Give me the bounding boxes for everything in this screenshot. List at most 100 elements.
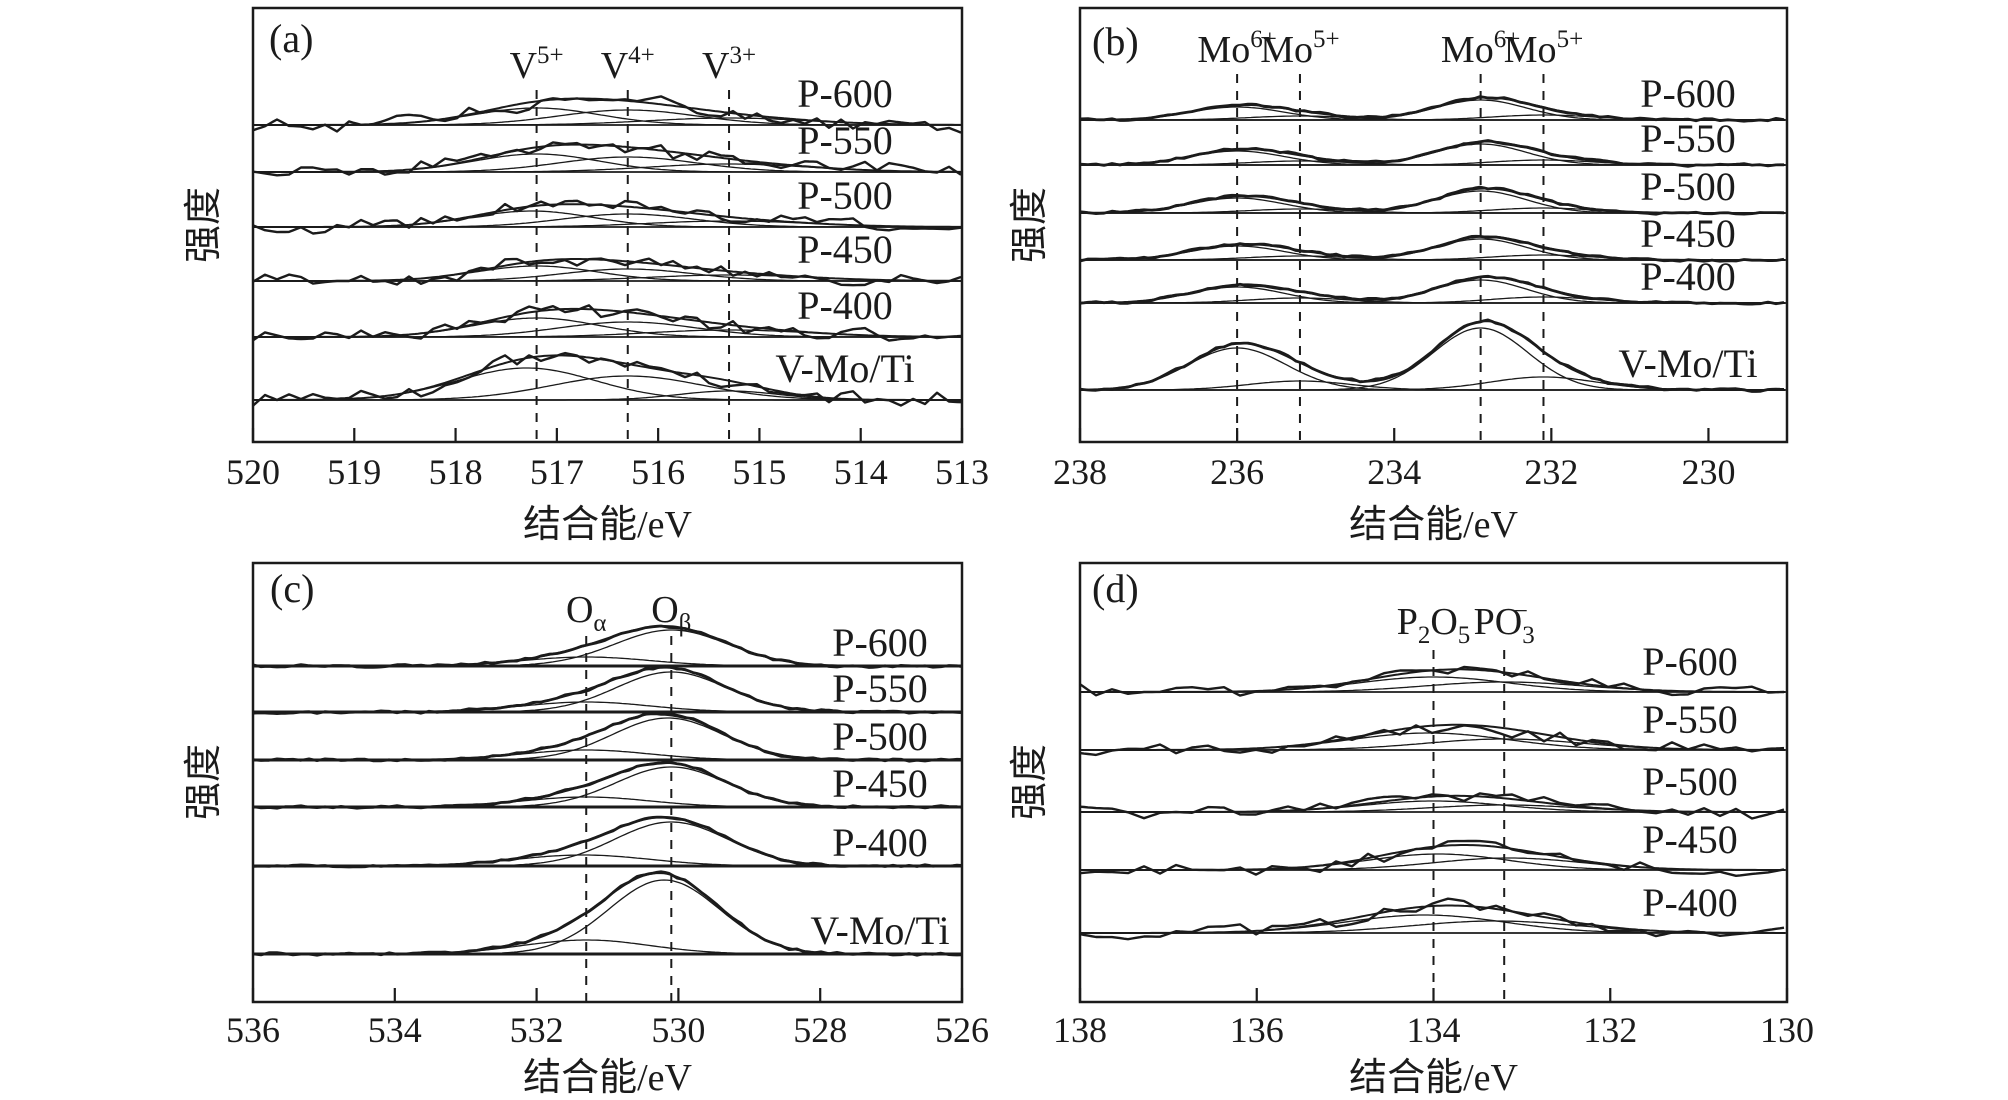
series-label-P-450: P-450 (797, 227, 893, 272)
x-tick-label: 518 (429, 452, 483, 492)
series-raw-curve (252, 761, 962, 810)
series-label-P-550: P-550 (1640, 116, 1736, 161)
x-tick-label: 234 (1367, 452, 1421, 492)
series-raw-curve (1079, 897, 1785, 941)
reference-line-label-V4+: V4+ (601, 42, 655, 87)
series-raw-curve (1079, 139, 1784, 168)
reference-line-label-Mo6+: Mo6+ (1441, 26, 1520, 71)
x-tick-label: 138 (1053, 1010, 1107, 1050)
reference-line-label-P2O5: P2O5 (1397, 601, 1471, 649)
panel-a-tag: (a) (269, 16, 313, 61)
x-tick-label: 514 (834, 452, 888, 492)
series-label-P-400: P-400 (832, 820, 928, 865)
y-axis-label: 强度 (183, 187, 225, 263)
series-raw-curve (252, 712, 962, 763)
series-raw-curve (1079, 274, 1785, 306)
series-raw-curve (252, 665, 962, 715)
series-raw-curve (252, 815, 962, 869)
x-tick-label: 534 (368, 1010, 422, 1050)
series-label-P-600: P-600 (1642, 639, 1738, 684)
x-tick-label: 536 (226, 1010, 280, 1050)
x-axis-label: 结合能/eV (1349, 504, 1518, 546)
series-envelope-curve (1080, 904, 1785, 934)
x-tick-label: 134 (1407, 1010, 1461, 1050)
x-tick-label: 516 (631, 452, 685, 492)
series-raw-curve (252, 199, 962, 235)
y-axis-label: 强度 (1009, 187, 1051, 263)
series-label-P-400: P-400 (1642, 880, 1738, 925)
series-raw-curve (1079, 792, 1785, 820)
x-tick-label: 519 (327, 452, 381, 492)
y-axis-label: 强度 (1009, 744, 1051, 820)
reference-line-label-V5+: V5+ (510, 42, 564, 87)
series-raw-curve (252, 870, 962, 957)
series-label-V-Mo/Ti: V-Mo/Ti (1618, 341, 1757, 386)
x-axis-label: 结合能/eV (523, 504, 692, 546)
panel-b-tag: (b) (1092, 19, 1139, 64)
x-tick-label: 230 (1681, 452, 1735, 492)
series-label-P-500: P-500 (832, 714, 928, 759)
series-label-P-550: P-550 (832, 666, 928, 711)
series-label-V-Mo/Ti: V-Mo/Ti (775, 346, 914, 391)
panel-d-tag: (d) (1092, 566, 1139, 611)
series-label-P-600: P-600 (797, 71, 893, 116)
series-label-V-Mo/Ti: V-Mo/Ti (810, 908, 949, 953)
reference-line-label-O-alpha: Oα (566, 589, 607, 637)
x-tick-label: 238 (1053, 452, 1107, 492)
x-tick-label: 132 (1583, 1010, 1637, 1050)
series-raw-curve (252, 141, 962, 177)
series-raw-curve (252, 95, 962, 134)
panel-c-tag: (c) (270, 566, 314, 611)
series-raw-curve (252, 257, 962, 287)
x-tick-label: 528 (793, 1010, 847, 1050)
series-raw-curve (1079, 724, 1785, 757)
reference-line-label-Mo6+: Mo6+ (1197, 26, 1276, 71)
reference-line-label-Mo5+: Mo5+ (1504, 26, 1583, 71)
series-envelope-curve (1080, 723, 1785, 751)
series-raw-curve (1079, 95, 1785, 123)
series-label-P-600: P-600 (1640, 71, 1736, 116)
series-raw-curve (1079, 839, 1785, 877)
series-label-P-500: P-500 (797, 173, 893, 218)
panel-c-border (251, 561, 964, 1004)
x-tick-label: 517 (530, 452, 584, 492)
x-tick-label: 515 (732, 452, 786, 492)
series-raw-curve (1079, 234, 1785, 263)
y-axis-label: 强度 (183, 744, 225, 820)
series-raw-curve (252, 624, 962, 669)
panel-b-border (1078, 6, 1789, 444)
series-raw-curve (252, 351, 962, 407)
reference-line-label-PO3-: PO3− (1474, 598, 1535, 649)
x-axis-label: 结合能/eV (523, 1057, 692, 1099)
panel-a-border (251, 6, 964, 444)
x-tick-label: 520 (226, 452, 280, 492)
series-raw-curve (1079, 185, 1785, 216)
series-label-P-450: P-450 (1640, 211, 1736, 256)
series-label-P-600: P-600 (832, 620, 928, 665)
series-label-P-450: P-450 (832, 761, 928, 806)
series-raw-curve (1079, 318, 1785, 393)
x-tick-label: 130 (1760, 1010, 1814, 1050)
series-label-P-550: P-550 (1642, 697, 1738, 742)
x-tick-label: 530 (651, 1010, 705, 1050)
x-tick-label: 236 (1210, 452, 1264, 492)
series-raw-curve (1079, 665, 1785, 697)
x-tick-label: 532 (510, 1010, 564, 1050)
reference-line-label-V3+: V3+ (702, 42, 756, 87)
series-label-P-500: P-500 (1642, 759, 1738, 804)
x-tick-label: 526 (935, 1010, 989, 1050)
x-axis-label: 结合能/eV (1349, 1057, 1518, 1099)
series-label-P-400: P-400 (797, 283, 893, 328)
x-tick-label: 513 (935, 452, 989, 492)
x-tick-label: 136 (1230, 1010, 1284, 1050)
series-raw-curve (252, 304, 962, 342)
reference-line-label-Mo5+: Mo5+ (1260, 26, 1339, 71)
series-label-P-550: P-550 (797, 118, 893, 163)
series-label-P-450: P-450 (1642, 817, 1738, 862)
reference-line-label-O-beta: Oβ (651, 589, 691, 637)
series-label-P-500: P-500 (1640, 164, 1736, 209)
x-tick-label: 232 (1524, 452, 1578, 492)
series-label-P-400: P-400 (1640, 254, 1736, 299)
